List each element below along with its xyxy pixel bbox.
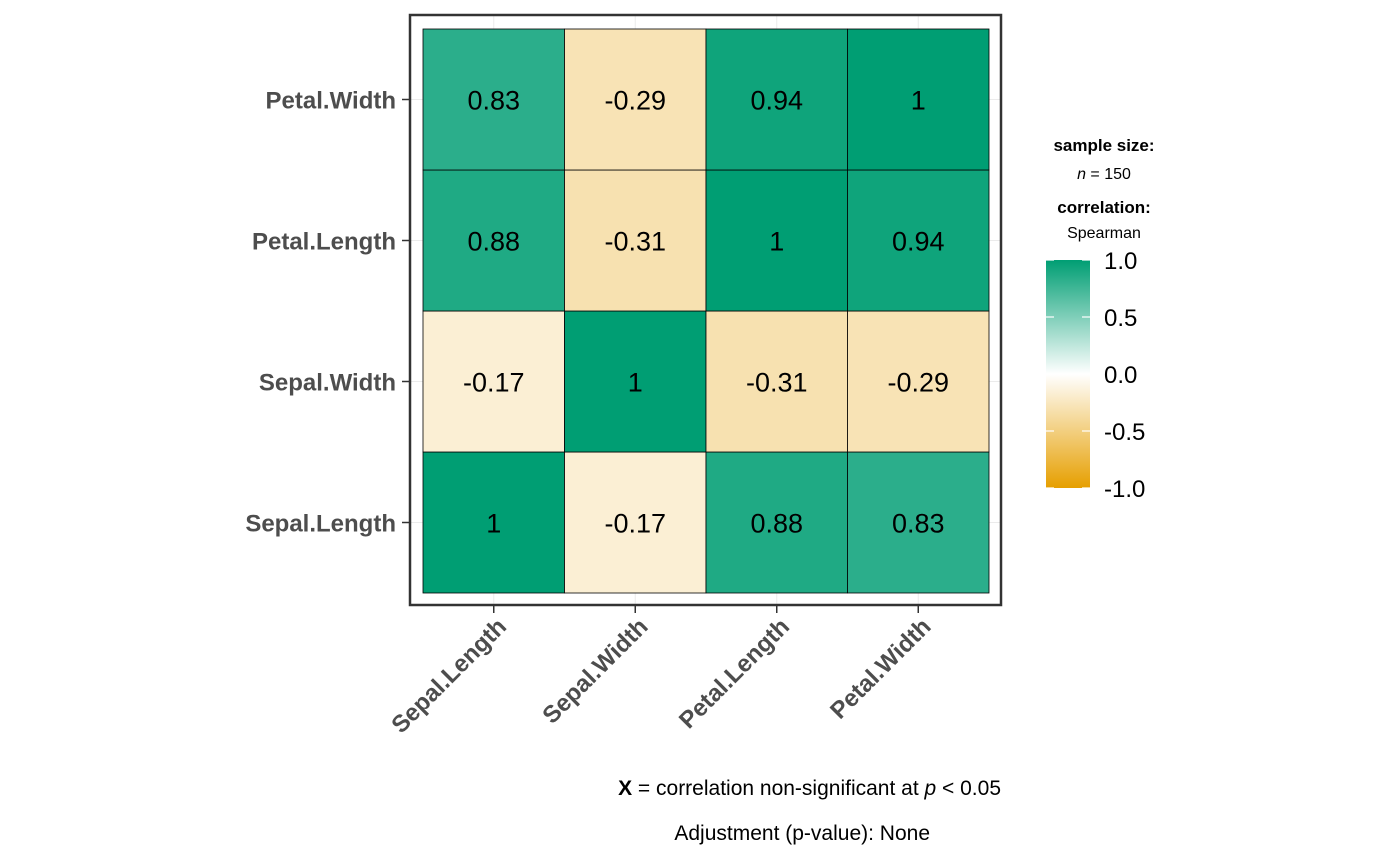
caption-text: = correlation non-significant at — [632, 777, 924, 800]
x-tick-label-petal-length: Petal.Length — [674, 613, 795, 734]
cell-petal-length-sepal-length — [422, 169, 565, 312]
x-tick-label-sepal-width: Sepal.Width — [537, 613, 653, 729]
cell-label-sepal-width-sepal-width: 1 — [628, 368, 643, 398]
legend: sample size: n = 150 correlation: Spearm… — [1046, 136, 1155, 503]
cell-petal-length-sepal-width — [564, 169, 707, 312]
cell-label-petal-length-petal-width: 0.94 — [892, 227, 945, 257]
legend-sample-size-value: n = 150 — [1077, 166, 1131, 183]
cell-sepal-width-sepal-length — [422, 310, 565, 453]
legend-sample-size-title: sample size: — [1053, 136, 1154, 155]
cell-sepal-length-petal-length — [705, 451, 848, 594]
panel-border — [408, 13, 1003, 607]
cell-petal-width-sepal-width — [564, 28, 707, 171]
cell-petal-width-petal-width — [847, 28, 990, 171]
cell-label-petal-width-sepal-width: -0.29 — [604, 86, 666, 116]
y-tick-label-petal-length: Petal.Length — [252, 229, 396, 256]
heatmap-cell-labels: 1 -0.17 0.88 0.83 -0.17 1 -0.31 -0.29 0.88 -0.31 1… — [463, 86, 949, 539]
legend-tick-label: 0.0 — [1104, 362, 1137, 389]
cell-petal-width-sepal-length — [422, 28, 565, 171]
y-axis: Sepal.Length Sepal.Width Petal.Length Petal… — [245, 88, 410, 538]
y-tick-label-petal-width: Petal.Width — [266, 88, 396, 115]
cell-petal-width-petal-length — [705, 28, 848, 171]
cell-label-petal-width-petal-length: 0.94 — [750, 86, 803, 116]
cell-label-sepal-length-sepal-width: -0.17 — [604, 509, 666, 539]
cell-label-petal-width-sepal-length: 0.83 — [467, 86, 520, 116]
legend-tick-label: 1.0 — [1104, 248, 1137, 275]
cell-label-petal-width-petal-width: 1 — [911, 86, 926, 116]
legend-n-value: = 150 — [1086, 166, 1131, 183]
cell-label-sepal-width-petal-width: -0.29 — [887, 368, 949, 398]
caption: X = correlation non-significant at p < 0… — [618, 777, 1001, 845]
cell-label-petal-length-petal-length: 1 — [769, 227, 784, 257]
cell-sepal-length-sepal-width — [564, 451, 707, 594]
legend-correlation-title: correlation: — [1057, 198, 1151, 217]
cell-sepal-length-sepal-length — [422, 451, 565, 594]
legend-n-symbol: n — [1077, 166, 1086, 183]
cell-sepal-width-petal-length — [705, 310, 848, 453]
caption-line-2: Adjustment (p-value): None — [674, 822, 930, 845]
caption-p-symbol: p — [924, 777, 937, 800]
caption-threshold: < 0.05 — [936, 777, 1001, 800]
cell-label-sepal-length-petal-width: 0.83 — [892, 509, 945, 539]
cell-label-petal-length-sepal-width: -0.31 — [604, 227, 666, 257]
cell-petal-length-petal-width — [847, 169, 990, 312]
caption-x-mark: X — [618, 777, 632, 800]
cell-petal-length-petal-length — [705, 169, 848, 312]
x-axis: Sepal.Length Sepal.Width Petal.Length Petal… — [386, 605, 936, 739]
cell-sepal-length-petal-width — [847, 451, 990, 594]
cell-label-sepal-length-petal-length: 0.88 — [750, 509, 803, 539]
cell-sepal-width-sepal-width — [564, 310, 707, 453]
legend-tick-label: -0.5 — [1104, 419, 1145, 446]
y-tick-label-sepal-width: Sepal.Width — [259, 370, 396, 397]
cell-sepal-width-petal-width — [847, 310, 990, 453]
heatmap-cells — [422, 28, 990, 594]
legend-tick-label: 0.5 — [1104, 305, 1137, 332]
x-tick-label-petal-width: Petal.Width — [825, 613, 936, 724]
plot-panel: 1 -0.17 0.88 0.83 -0.17 1 -0.31 -0.29 0.88 -0.31 1… — [408, 13, 1003, 607]
y-tick-label-sepal-length: Sepal.Length — [245, 511, 396, 538]
legend-ticks: 1.0 0.5 0.0 -0.5 -1.0 — [1046, 248, 1145, 503]
caption-line-1: X = correlation non-significant at p < 0… — [618, 777, 1001, 800]
x-tick-label-sepal-length: Sepal.Length — [386, 613, 512, 739]
legend-tick-label: -1.0 — [1104, 476, 1145, 503]
legend-correlation-method: Spearman — [1067, 225, 1141, 242]
cell-label-petal-length-sepal-length: 0.88 — [467, 227, 520, 257]
cell-label-sepal-width-sepal-length: -0.17 — [463, 368, 525, 398]
cell-label-sepal-width-petal-length: -0.31 — [746, 368, 808, 398]
cell-label-sepal-length-sepal-length: 1 — [486, 509, 501, 539]
